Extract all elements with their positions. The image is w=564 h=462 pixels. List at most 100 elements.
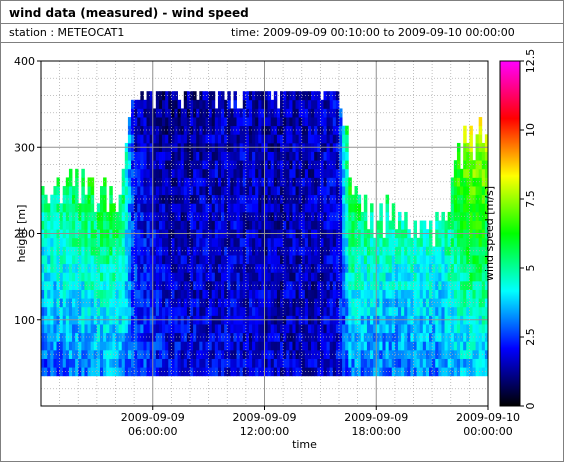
heatmap-cell bbox=[146, 332, 151, 342]
heatmap-cell bbox=[233, 289, 237, 299]
heatmap-cell bbox=[422, 306, 427, 316]
heatmap-cell bbox=[363, 203, 368, 213]
heatmap-cell bbox=[155, 160, 160, 170]
heatmap-cell bbox=[370, 272, 374, 282]
heatmap-cell bbox=[152, 117, 157, 127]
heatmap-cell bbox=[283, 272, 287, 282]
heatmap-cell bbox=[140, 306, 144, 316]
heatmap-cell bbox=[248, 194, 253, 204]
heatmap-cell bbox=[326, 151, 331, 161]
heatmap-cell bbox=[230, 332, 234, 342]
heatmap-cell bbox=[124, 289, 129, 299]
heatmap-cell bbox=[124, 168, 129, 178]
heatmap-cell bbox=[165, 203, 169, 213]
heatmap-cell bbox=[239, 246, 244, 256]
heatmap-cell bbox=[68, 324, 73, 334]
heatmap-cell bbox=[165, 349, 169, 359]
heatmap-cell bbox=[121, 349, 126, 359]
heatmap-cell bbox=[320, 367, 324, 377]
heatmap-cell bbox=[127, 117, 132, 127]
heatmap-cell bbox=[214, 298, 219, 308]
heatmap-cell bbox=[41, 280, 45, 290]
heatmap-cell bbox=[397, 367, 402, 377]
heatmap-cell bbox=[469, 220, 473, 230]
heatmap-cell bbox=[152, 358, 157, 368]
heatmap-cell bbox=[118, 324, 123, 334]
heatmap-cell bbox=[298, 211, 303, 221]
heatmap-cell bbox=[388, 341, 393, 351]
heatmap-cell bbox=[53, 367, 57, 377]
heatmap-cell bbox=[211, 332, 216, 342]
heatmap-cell bbox=[53, 186, 57, 196]
heatmap-cell bbox=[320, 349, 324, 359]
heatmap-cell bbox=[301, 99, 306, 109]
heatmap-cell bbox=[252, 91, 256, 101]
heatmap-cell bbox=[307, 332, 312, 342]
heatmap-cell bbox=[283, 151, 287, 161]
heatmap-cell bbox=[112, 211, 116, 221]
heatmap-cell bbox=[72, 237, 76, 247]
heatmap-cell bbox=[205, 160, 210, 170]
heatmap-cell bbox=[425, 332, 430, 342]
heatmap-cell bbox=[230, 108, 234, 118]
heatmap-cell bbox=[401, 280, 405, 290]
heatmap-cell bbox=[227, 255, 231, 265]
heatmap-cell bbox=[295, 203, 300, 213]
heatmap-cell bbox=[75, 177, 79, 187]
heatmap-cell bbox=[438, 255, 442, 265]
heatmap-cell bbox=[140, 186, 144, 196]
heatmap-cell bbox=[366, 255, 371, 265]
heatmap-cell bbox=[75, 367, 79, 377]
heatmap-cell bbox=[410, 367, 414, 377]
heatmap-cell bbox=[304, 255, 309, 265]
heatmap-cell bbox=[394, 263, 399, 273]
heatmap-cell bbox=[193, 186, 197, 196]
heatmap-cell bbox=[149, 306, 154, 316]
heatmap-cell bbox=[472, 177, 476, 187]
heatmap-cell bbox=[469, 255, 473, 265]
heatmap-cell bbox=[401, 246, 405, 256]
heatmap-cell bbox=[351, 324, 355, 334]
heatmap-cell bbox=[292, 117, 296, 127]
heatmap-cell bbox=[131, 272, 135, 282]
heatmap-cell bbox=[75, 298, 79, 308]
heatmap-cell bbox=[267, 358, 272, 368]
heatmap-cell bbox=[435, 349, 439, 359]
heatmap-cell bbox=[270, 272, 275, 282]
heatmap-cell bbox=[146, 349, 151, 359]
heatmap-cell bbox=[149, 186, 154, 196]
heatmap-cell bbox=[158, 332, 163, 342]
heatmap-cell bbox=[87, 289, 92, 299]
heatmap-cell bbox=[158, 99, 163, 109]
heatmap-cell bbox=[397, 263, 402, 273]
heatmap-cell bbox=[118, 289, 123, 299]
heatmap-cell bbox=[379, 298, 383, 308]
heatmap-cell bbox=[41, 272, 45, 282]
heatmap-cell bbox=[416, 367, 421, 377]
heatmap-cell bbox=[382, 324, 386, 334]
heatmap-cell bbox=[233, 117, 237, 127]
heatmap-cell bbox=[267, 99, 272, 109]
heatmap-cell bbox=[469, 332, 473, 342]
heatmap-cell bbox=[320, 324, 324, 334]
heatmap-cell bbox=[143, 280, 147, 290]
heatmap-cell bbox=[351, 306, 355, 316]
heatmap-cell bbox=[174, 151, 178, 161]
heatmap-cell bbox=[292, 99, 296, 109]
heatmap-cell bbox=[56, 332, 61, 342]
heatmap-cell bbox=[456, 151, 461, 161]
heatmap-cell bbox=[460, 289, 464, 299]
heatmap-cell bbox=[224, 272, 228, 282]
heatmap-cell bbox=[248, 324, 253, 334]
heatmap-cell bbox=[289, 125, 293, 135]
heatmap-cell bbox=[360, 324, 365, 334]
heatmap-cell bbox=[127, 211, 132, 221]
heatmap-cell bbox=[339, 332, 343, 342]
heatmap-cell bbox=[304, 367, 309, 377]
heatmap-cell bbox=[230, 289, 234, 299]
heatmap-cell bbox=[152, 194, 157, 204]
heatmap-cell bbox=[307, 134, 312, 144]
heatmap-cell bbox=[81, 324, 85, 334]
heatmap-cell bbox=[314, 91, 318, 101]
